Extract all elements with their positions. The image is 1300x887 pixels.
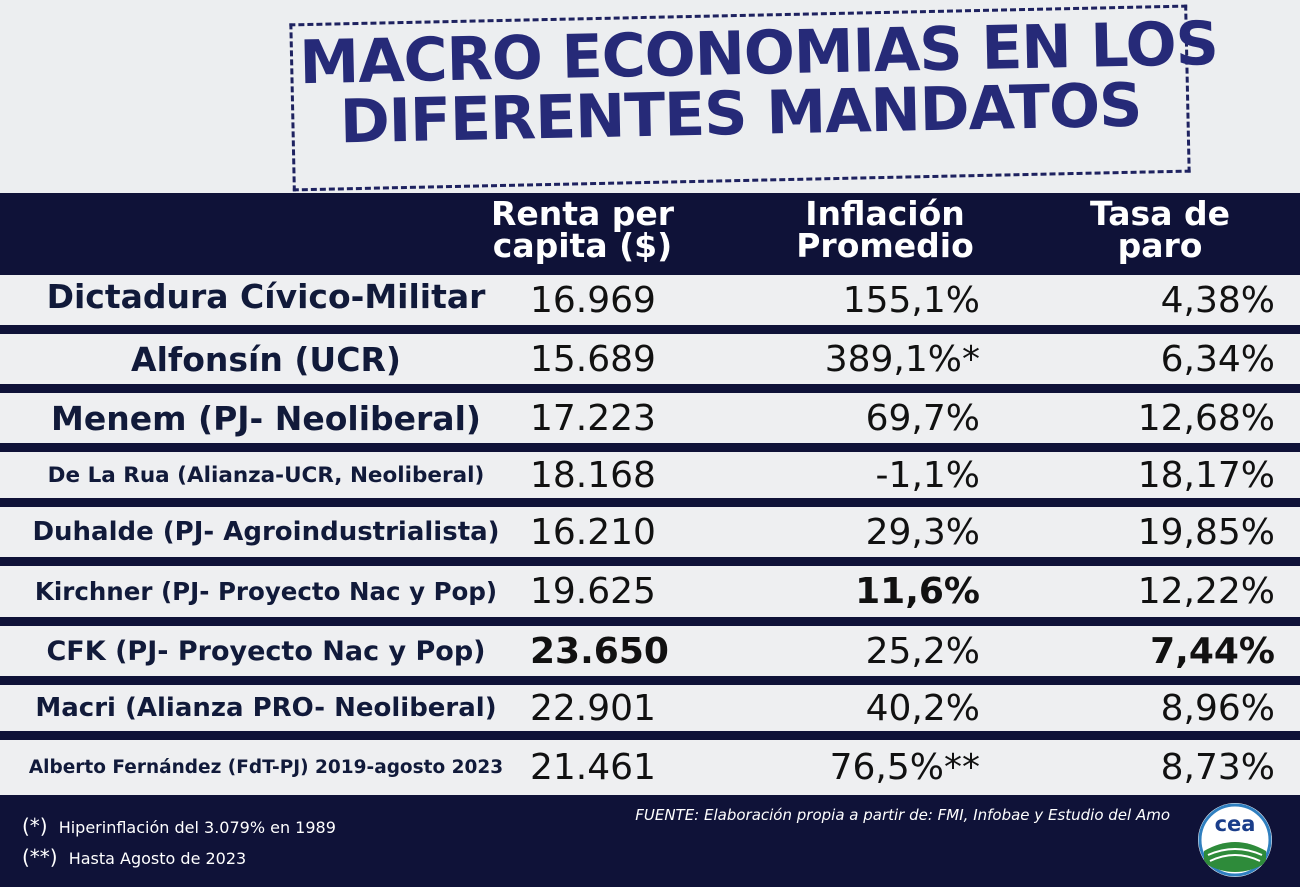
table-row: Macri (Alianza PRO- Neoliberal) 22.901 4… [0, 685, 1300, 740]
row-paro: 18,17% [1137, 454, 1275, 496]
page-title: MACRO ECONOMIAS EN LOS DIFERENTES MANDAT… [299, 9, 1219, 158]
footnote-2-mark: (**) [22, 845, 58, 869]
row-name: Menem (PJ- Neoliberal) [51, 398, 481, 438]
row-renta: 19.625 [530, 571, 656, 612]
table-header [0, 193, 1300, 275]
row-paro: 7,44% [1150, 630, 1275, 672]
row-inflacion: 40,2% [865, 687, 980, 729]
table-row: Dictadura Cívico-Militar 16.969 155,1% 4… [0, 275, 1300, 334]
header-paro: Tasa de paro [1080, 194, 1240, 265]
row-inflacion: 11,6% [855, 571, 980, 612]
row-name: Alberto Fernández (FdT-PJ) 2019-agosto 2… [28, 757, 504, 778]
header-inflacion-line1: Inflación [805, 194, 965, 233]
logo-text: cea [1214, 812, 1256, 836]
header-inflacion: Inflación Promedio [785, 194, 985, 265]
row-paro: 19,85% [1137, 511, 1275, 553]
row-paro: 4,38% [1160, 279, 1275, 321]
row-inflacion: 29,3% [865, 511, 980, 553]
row-paro: 12,68% [1137, 397, 1275, 439]
footnote-1: (*) Hiperinflación del 3.079% en 1989 [22, 814, 336, 838]
table-row: Alfonsín (UCR) 15.689 389,1%* 6,34% [0, 334, 1300, 393]
row-renta: 23.650 [530, 630, 669, 672]
header-renta-line1: Renta per [490, 194, 675, 233]
footnote-2-text: Hasta Agosto de 2023 [68, 849, 247, 868]
table-row: Menem (PJ- Neoliberal) 17.223 69,7% 12,6… [0, 393, 1300, 452]
cea-logo-icon: cea [1198, 803, 1272, 877]
row-renta: 16.210 [530, 511, 656, 553]
header-inflacion-line2: Promedio [796, 226, 974, 265]
footnote-1-mark: (*) [22, 814, 48, 838]
row-renta: 17.223 [530, 397, 656, 439]
row-renta: 16.969 [530, 279, 656, 321]
row-inflacion: -1,1% [875, 454, 980, 496]
row-name: Duhalde (PJ- Agroindustrialista) [32, 517, 500, 547]
header-renta: Renta per capita ($) [480, 194, 685, 265]
row-name: Macri (Alianza PRO- Neoliberal) [35, 693, 497, 723]
row-renta: 21.461 [530, 747, 656, 788]
table-row: Duhalde (PJ- Agroindustrialista) 16.210 … [0, 507, 1300, 566]
footnote-2: (**) Hasta Agosto de 2023 [22, 845, 246, 869]
header-renta-line2: capita ($) [492, 226, 673, 265]
row-paro: 8,73% [1160, 747, 1275, 788]
row-name: De La Rua (Alianza-UCR, Neoliberal) [47, 462, 485, 488]
row-inflacion: 155,1% [842, 279, 980, 321]
table-row: Kirchner (PJ- Proyecto Nac y Pop) 19.625… [0, 566, 1300, 626]
table-row: De La Rua (Alianza-UCR, Neoliberal) 18.1… [0, 452, 1300, 507]
row-name: Dictadura Cívico-Militar [46, 276, 486, 316]
row-inflacion: 25,2% [865, 630, 980, 672]
footnote-1-text: Hiperinflación del 3.079% en 1989 [58, 818, 336, 837]
row-paro: 6,34% [1160, 338, 1275, 380]
row-paro: 12,22% [1137, 571, 1275, 612]
footer [0, 795, 1300, 887]
row-name: CFK (PJ- Proyecto Nac y Pop) [46, 635, 486, 667]
row-inflacion: 76,5%** [829, 747, 980, 788]
source-note: FUENTE: Elaboración propia a partir de: … [635, 806, 1170, 824]
title-line-2: DIFERENTES MANDATOS [339, 70, 1143, 158]
row-renta: 22.901 [530, 687, 656, 729]
row-renta: 15.689 [530, 338, 656, 380]
row-inflacion: 69,7% [865, 397, 980, 439]
cea-logo-graphic [1198, 803, 1272, 877]
table-row: Alberto Fernández (FdT-PJ) 2019-agosto 2… [0, 740, 1300, 795]
row-name: Kirchner (PJ- Proyecto Nac y Pop) [34, 577, 498, 606]
header-paro-line1: Tasa de [1090, 194, 1230, 233]
row-name: Alfonsín (UCR) [131, 339, 401, 379]
header-paro-line2: paro [1117, 226, 1203, 265]
row-paro: 8,96% [1160, 687, 1275, 729]
row-inflacion: 389,1%* [824, 338, 980, 380]
row-renta: 18.168 [530, 454, 656, 496]
table-row: CFK (PJ- Proyecto Nac y Pop) 23.650 25,2… [0, 626, 1300, 685]
